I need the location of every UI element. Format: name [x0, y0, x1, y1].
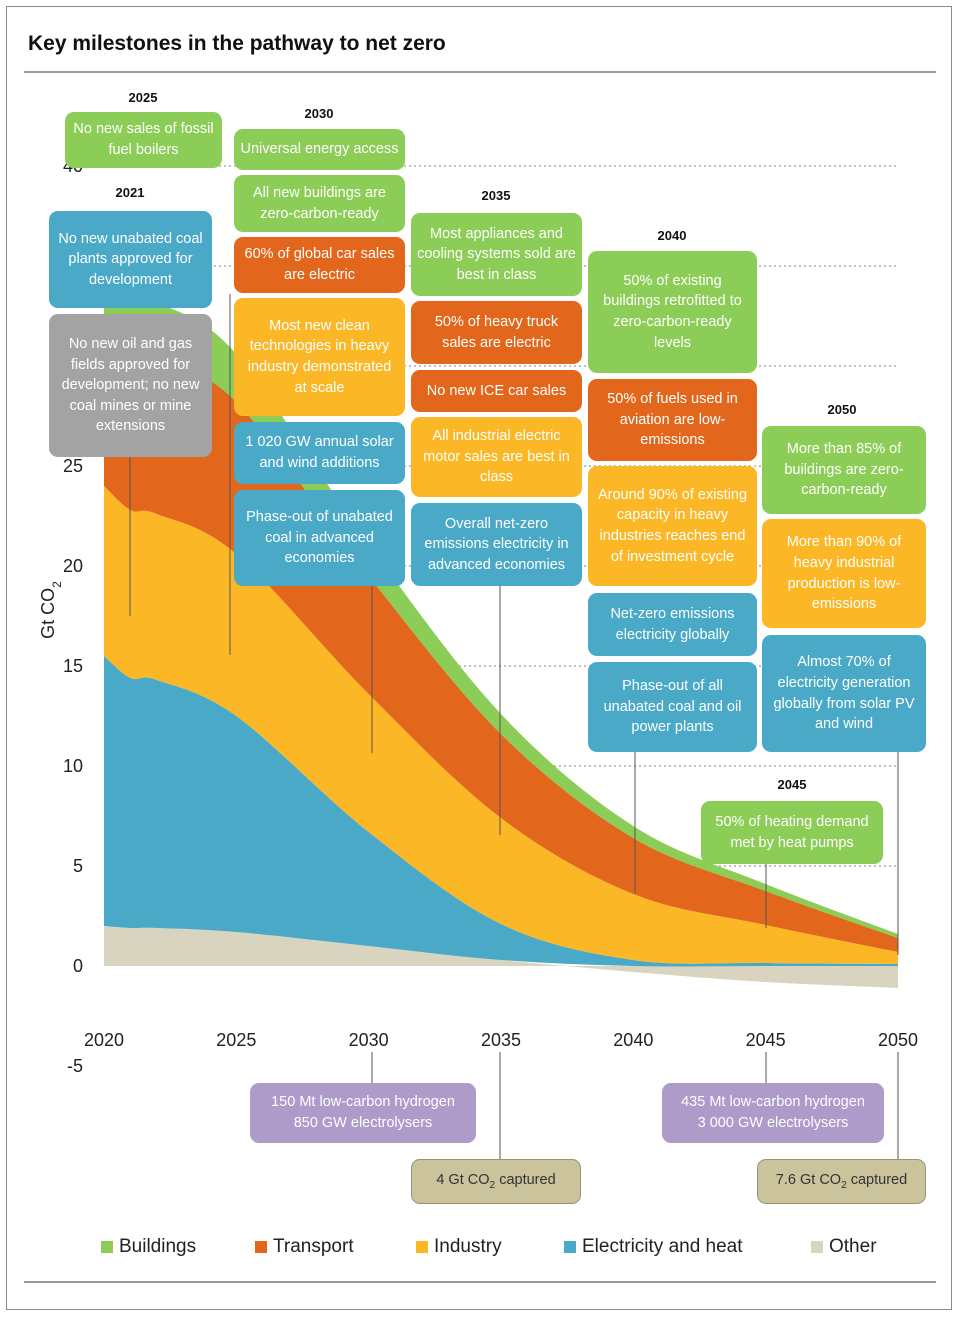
y-tick-label: 10 — [63, 756, 83, 776]
milestone-2021-coal: No new unabated coal plants approved for… — [49, 211, 212, 308]
legend: Buildings Transport Industry Electricity… — [0, 1236, 960, 1260]
year-label-2040: 2040 — [658, 228, 687, 243]
legend-label-other: Other — [829, 1236, 877, 1257]
year-label-2021: 2021 — [116, 185, 145, 200]
legend-item-electricity: Electricity and heat — [564, 1236, 743, 1258]
y-tick-label: 5 — [73, 856, 83, 876]
y-tick-label: 20 — [63, 556, 83, 576]
milestone-2045-heat-pumps: 50% of heating demand met by heat pumps — [701, 801, 883, 864]
title-rule — [24, 71, 936, 73]
x-tick-label: 2025 — [216, 1030, 256, 1050]
milestone-2025-boilers: No new sales of fossil fuel boilers — [65, 112, 222, 168]
legend-item-transport: Transport — [255, 1236, 354, 1258]
legend-swatch-electricity — [564, 1241, 576, 1253]
legend-swatch-transport — [255, 1241, 267, 1253]
milestone-2035-ice: No new ICE car sales — [411, 370, 582, 412]
milestone-2021-oilgas: No new oil and gas fields approved for d… — [49, 314, 212, 457]
legend-label-electricity: Electricity and heat — [582, 1236, 743, 1257]
legend-item-other: Other — [811, 1236, 877, 1258]
milestone-2040-netzero: Net-zero emissions electricity globally — [588, 593, 757, 656]
figure-frame — [6, 6, 952, 1310]
y-tick-label: 15 — [63, 656, 83, 676]
legend-label-industry: Industry — [434, 1236, 502, 1257]
hydrogen-2045-line1: 435 Mt low-carbon hydrogen — [681, 1094, 865, 1111]
hydrogen-2045-line2: 3 000 GW electrolysers — [697, 1115, 849, 1131]
milestone-2030-solar-wind: 1 020 GW annual solar and wind additions — [234, 422, 405, 484]
legend-swatch-other — [811, 1241, 823, 1253]
legend-label-transport: Transport — [273, 1236, 354, 1257]
x-tick-label: 2030 — [349, 1030, 389, 1050]
year-label-2035: 2035 — [482, 188, 511, 203]
milestone-2035-ccus: 4 Gt CO2 captured — [411, 1159, 581, 1204]
milestone-2030-hydrogen: 150 Mt low-carbon hydrogen 850 GW electr… — [250, 1083, 476, 1143]
milestone-2030-access: Universal energy access — [234, 129, 405, 170]
hydrogen-2030-line2: 850 GW electrolysers — [293, 1115, 433, 1131]
milestone-2045-hydrogen: 435 Mt low-carbon hydrogen 3 000 GW elec… — [662, 1083, 884, 1143]
hydrogen-2030-line1: 150 Mt low-carbon hydrogen — [271, 1094, 455, 1111]
milestone-2030-coal: Phase-out of unabated coal in advanced e… — [234, 490, 405, 586]
milestone-2030-industry: Most new clean technologies in heavy ind… — [234, 298, 405, 416]
legend-item-buildings: Buildings — [101, 1236, 196, 1258]
milestone-2035-appliances: Most appliances and cooling systems sold… — [411, 213, 582, 296]
x-tick-label: 2040 — [613, 1030, 653, 1050]
milestone-2050-buildings: More than 85% of buildings are zero-carb… — [762, 426, 926, 514]
area-industry — [104, 486, 898, 964]
x-tick-label: 2045 — [746, 1030, 786, 1050]
milestone-2040-heavy-industry: Around 90% of existing capacity in heavy… — [588, 466, 757, 586]
x-tick-label: 2020 — [84, 1030, 124, 1050]
year-label-2025-top: 2025 — [129, 90, 158, 105]
y-axis-label: Gt CO2 — [38, 581, 64, 639]
area-other — [104, 926, 898, 988]
y-tick-label: 25 — [63, 456, 83, 476]
milestone-2035-trucks: 50% of heavy truck sales are electric — [411, 301, 582, 364]
milestone-2040-aviation: 50% of fuels used in aviation are low-em… — [588, 379, 757, 461]
milestone-2030-cars: 60% of global car sales are electric — [234, 237, 405, 293]
milestone-2040-retrofit: 50% of existing buildings retrofitted to… — [588, 251, 757, 373]
milestone-2040-coal-oil: Phase-out of all unabated coal and oil p… — [588, 662, 757, 752]
year-label-2050: 2050 — [828, 402, 857, 417]
legend-item-industry: Industry — [416, 1236, 502, 1258]
y-tick-label: -5 — [67, 1056, 83, 1076]
ccus-2035-text: 4 Gt CO2 captured — [436, 1171, 556, 1191]
year-label-2030: 2030 — [305, 106, 334, 121]
milestone-2030-buildings: All new buildings are zero-carbon-ready — [234, 175, 405, 232]
area-electricity-and-heat — [104, 656, 898, 967]
year-label-2045: 2045 — [778, 777, 807, 792]
x-tick-label: 2035 — [481, 1030, 521, 1050]
milestone-2050-ccus: 7.6 Gt CO2 captured — [757, 1159, 926, 1204]
legend-label-buildings: Buildings — [119, 1236, 197, 1257]
x-tick-label: 2050 — [878, 1030, 918, 1050]
milestone-2035-electricity: Overall net-zero emissions electricity i… — [411, 503, 582, 586]
milestone-2035-motors: All industrial electric motor sales are … — [411, 417, 582, 497]
milestone-2050-industry: More than 90% of heavy industrial produc… — [762, 519, 926, 628]
y-tick-label: 0 — [73, 956, 83, 976]
legend-swatch-buildings — [101, 1241, 113, 1253]
legend-swatch-industry — [416, 1241, 428, 1253]
milestone-2050-solar-wind: Almost 70% of electricity generation glo… — [762, 635, 926, 752]
chart-title: Key milestones in the pathway to net zer… — [28, 32, 446, 55]
bottom-rule — [24, 1281, 936, 1283]
ccus-2050-text: 7.6 Gt CO2 captured — [775, 1171, 908, 1191]
